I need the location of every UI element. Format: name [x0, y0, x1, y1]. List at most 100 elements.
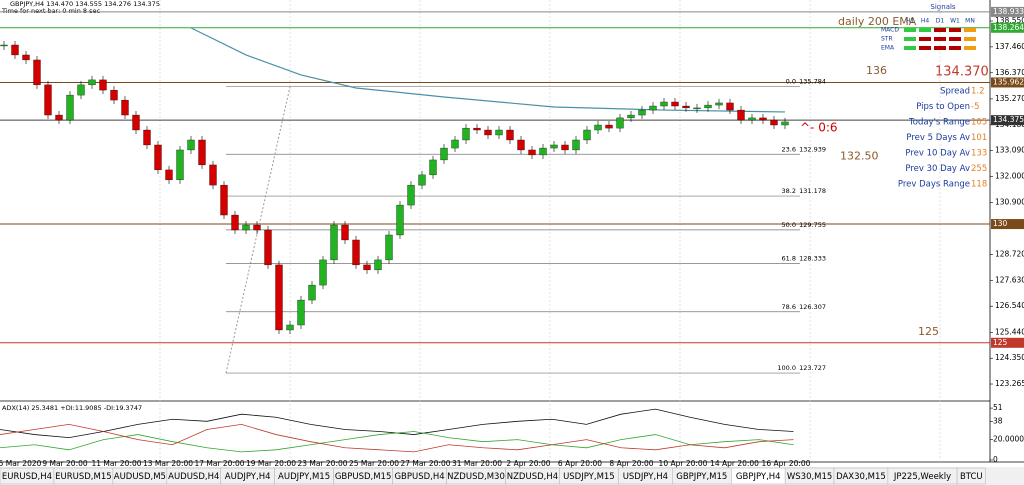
tab-label[interactable]: EURUSD,H4 [2, 472, 52, 482]
candle-body [693, 107, 701, 110]
timeframe: H4 [921, 18, 930, 25]
candle-body [374, 259, 382, 271]
signal-cell [964, 37, 976, 41]
candle-body [341, 224, 349, 241]
level-annotation: 125 [918, 325, 939, 338]
candle-body [297, 299, 305, 326]
candle-body [440, 147, 448, 161]
candle-body [682, 105, 690, 109]
stat-value: -5 [971, 102, 979, 112]
y-tick-label: 138.550 [995, 16, 1024, 25]
candle-body [660, 101, 668, 107]
tab-label[interactable]: NZDUSD,H4 [507, 472, 558, 482]
stat-label: Today's Range [908, 118, 970, 128]
candle-body [77, 84, 85, 96]
candle-body [781, 121, 789, 126]
candle-body [165, 169, 173, 181]
fib-price: 128.333 [799, 255, 826, 263]
candle-body [539, 147, 547, 156]
x-tick-label: 5 Mar 2020 [0, 459, 42, 468]
adx-tick-label: 38 [993, 416, 1003, 425]
tab-label[interactable]: USDJPY,H4 [623, 472, 668, 482]
fib-pct: 78.6 [782, 303, 796, 311]
y-tick-label: 133.090 [995, 146, 1024, 155]
stat-value: 1.2 [971, 87, 985, 97]
signal-cell [964, 28, 976, 32]
adx-line [0, 423, 794, 453]
stat-label: Prev 30 Day Av [905, 164, 970, 174]
tab-label[interactable]: USDJPY,M15 [563, 472, 615, 482]
y-tick-label: 124.350 [995, 353, 1024, 362]
timeframe: MN [965, 18, 975, 25]
tab-label[interactable]: AUDJPY,H4 [225, 472, 271, 482]
stat-value: 133 [971, 149, 987, 159]
candle-body [220, 184, 228, 216]
x-tick-label: 23 Mar 20:00 [297, 459, 347, 468]
level-box [991, 115, 1024, 126]
fib-price: 131.178 [799, 187, 826, 195]
candle-body [352, 239, 360, 266]
tab-label[interactable]: EURUSD,M15 [55, 472, 112, 482]
signal-cell [904, 28, 916, 32]
candle-body [0, 44, 8, 47]
candle-body [737, 109, 745, 121]
fib-price: 123.727 [799, 364, 826, 372]
tab-label[interactable]: DAX30,M15 [836, 472, 886, 482]
y-tick-label: 136.370 [995, 68, 1024, 77]
tab-label[interactable]: JP225,Weekly [893, 472, 951, 482]
x-tick-label: 13 Mar 20:00 [143, 459, 193, 468]
signal-cell [904, 46, 916, 50]
signal-cell [904, 37, 916, 41]
candle-body [550, 144, 558, 149]
candle-body [286, 324, 294, 331]
tab-label[interactable]: GBPUSD,H4 [394, 472, 444, 482]
y-tick-label: 126.540 [995, 301, 1024, 310]
candle-body [418, 174, 426, 186]
tab-label[interactable]: AUDUSD,M5 [114, 472, 166, 482]
adx-tick-label: 0 [993, 455, 998, 464]
y-tick-label: 137.460 [995, 42, 1024, 51]
ema200-line [190, 27, 786, 113]
candle-body [132, 114, 140, 131]
x-tick-label: 27 Mar 20:00 [400, 459, 450, 468]
candle-body [616, 117, 624, 129]
fib-pct: 61.8 [782, 255, 796, 263]
tab-label[interactable]: GBPJPY,H4 [736, 472, 781, 482]
tab-label[interactable]: GBPJPY,M15 [676, 472, 727, 482]
fib-pct: 100.0 [777, 364, 796, 372]
quote-line: GBPJPY,H4 134.470 134.555 134.276 134.37… [10, 0, 160, 8]
fib-pct: 0.0 [786, 78, 796, 86]
candle-body [715, 102, 723, 106]
tab-label[interactable]: AUDJPY,M15 [278, 472, 330, 482]
candle-body [407, 184, 415, 206]
tab-label[interactable]: WS30,M15 [787, 472, 832, 482]
candle-body [473, 127, 481, 131]
fib-price: 132.939 [799, 145, 826, 153]
level-box [991, 22, 1024, 33]
level-box [991, 219, 1024, 230]
tab-label[interactable]: BTCU [960, 472, 983, 482]
candle-body [330, 224, 338, 261]
candle-body [11, 44, 19, 56]
candle-body [209, 164, 217, 186]
fib-pct: 50.0 [782, 221, 796, 229]
signal-cell [919, 28, 931, 32]
fib-pct: 38.2 [782, 187, 796, 195]
tab-label[interactable]: AUDUSD,H4 [168, 472, 219, 482]
signal-cell [964, 46, 976, 50]
candle-body [231, 214, 239, 231]
x-tick-label: 10 Apr 20:00 [659, 459, 708, 468]
candle-body [572, 139, 580, 151]
candle-body [33, 59, 41, 86]
adx-tick-label: 20.0000 [993, 435, 1024, 444]
candle-body [176, 149, 184, 181]
candle-body [770, 119, 778, 126]
tab[interactable] [956, 467, 986, 485]
tab-label[interactable]: GBPUSD,M15 [335, 472, 392, 482]
fib-trend [225, 86, 291, 374]
candle-body [605, 124, 613, 129]
tab-label[interactable]: NZDUSD,M30 [447, 472, 505, 482]
candle-body [55, 114, 63, 121]
y-tick-label: 130.900 [995, 198, 1024, 207]
